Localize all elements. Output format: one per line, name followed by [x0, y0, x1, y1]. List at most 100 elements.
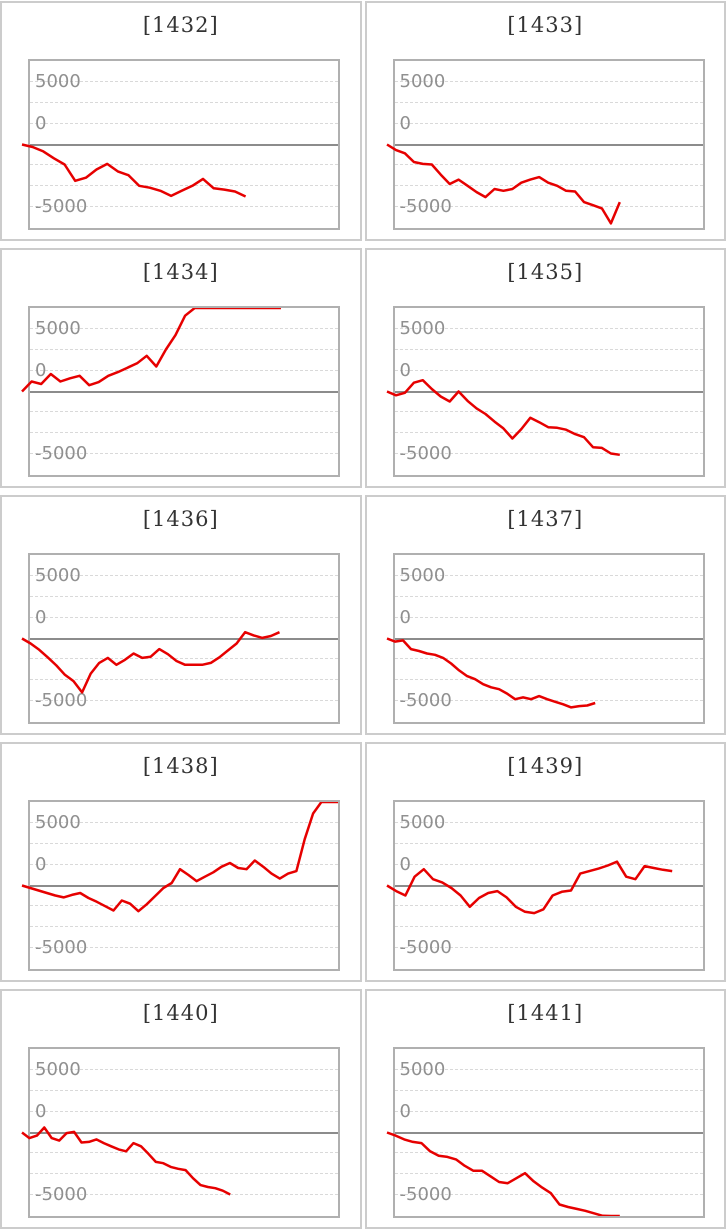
- y-axis-label: 0: [35, 853, 47, 875]
- y-axis-label: 0: [399, 112, 411, 134]
- gridline: [30, 185, 338, 187]
- slump-line: [21, 802, 338, 913]
- gridline: [394, 80, 703, 82]
- chart-panel-1438: [1438] 5000 0 -5000: [0, 742, 362, 982]
- gridline: [394, 453, 703, 455]
- gridline: [394, 658, 703, 660]
- y-axis-label: 0: [399, 606, 411, 628]
- y-axis-label: -5000: [399, 1184, 452, 1206]
- slump-line: [386, 637, 596, 709]
- gridline: [394, 185, 703, 187]
- slump-line: [21, 630, 281, 694]
- zero-axis-line: [30, 143, 338, 146]
- gridline: [394, 348, 703, 350]
- gridline: [394, 821, 703, 823]
- gridline: [30, 905, 338, 907]
- gridline: [30, 348, 338, 350]
- gridline: [30, 947, 338, 949]
- slump-graph: [386, 1131, 620, 1216]
- y-axis-label: 0: [35, 359, 47, 381]
- plot-area: 5000 0 -5000: [386, 306, 705, 477]
- y-axis-label: 0: [399, 853, 411, 875]
- gridline: [394, 1068, 703, 1070]
- gridline: [394, 616, 703, 618]
- y-axis-label: 5000: [35, 1058, 81, 1080]
- gridline: [394, 1089, 703, 1091]
- y-axis-label: -5000: [35, 443, 88, 465]
- gridline: [30, 574, 338, 576]
- y-axis-label: -5000: [35, 1184, 88, 1206]
- plot-area: 5000 0 -5000: [21, 800, 340, 971]
- y-axis-label: -5000: [399, 443, 452, 465]
- zero-axis-line: [394, 1131, 703, 1134]
- gridline: [394, 164, 703, 166]
- gridline: [394, 327, 703, 329]
- gridline: [30, 863, 338, 865]
- zero-axis-line: [394, 884, 703, 887]
- plot-area: 5000 0 -5000: [385, 800, 705, 971]
- chart-title: [1437]: [507, 507, 584, 531]
- gridline: [30, 164, 338, 166]
- gridline: [394, 679, 703, 681]
- chart-title: [1434]: [142, 260, 219, 284]
- gridline: [30, 821, 338, 823]
- zero-axis-line: [30, 884, 338, 887]
- slump-line: [21, 1126, 231, 1196]
- y-axis-label: -5000: [35, 690, 88, 712]
- gridline: [394, 1152, 703, 1154]
- gridline: [30, 453, 338, 455]
- gridline: [30, 658, 338, 660]
- slump-line: [21, 308, 281, 393]
- chart-title: [1432]: [142, 13, 219, 37]
- y-axis-label: -5000: [399, 937, 452, 959]
- slump-graph: [21, 143, 247, 198]
- y-axis-label: 0: [399, 359, 411, 381]
- plot-area: 5000 0 -5000: [21, 59, 340, 230]
- y-axis-label: 5000: [399, 811, 446, 833]
- plot-area: 5000 0 -5000: [21, 1047, 340, 1218]
- y-axis-label: 5000: [35, 317, 81, 339]
- chart-panel-1437: [1437] 5000 0 -5000: [364, 495, 726, 735]
- y-axis-label: 5000: [399, 317, 446, 339]
- y-axis-label: 5000: [35, 811, 81, 833]
- slump-graph: [385, 143, 621, 225]
- gridline: [394, 863, 703, 865]
- gridline: [30, 80, 338, 82]
- gridline: [30, 1068, 338, 1070]
- gridline: [30, 842, 338, 844]
- gridline: [394, 574, 703, 576]
- chart-title: [1436]: [142, 507, 219, 531]
- gridline: [30, 101, 338, 103]
- slump-line: [21, 143, 247, 198]
- gridline: [30, 327, 338, 329]
- gridline: [30, 1152, 338, 1154]
- y-axis-label: 0: [35, 606, 47, 628]
- plot-area: 5000 0 -5000: [386, 553, 705, 724]
- plot-area: 5000 0 -5000: [386, 1047, 705, 1218]
- gridline: [30, 926, 338, 928]
- gridline: [30, 369, 338, 371]
- chart-panel-1441: [1441] 5000 0 -5000: [364, 989, 726, 1229]
- gridline: [394, 595, 703, 597]
- slump-graph: [21, 308, 281, 393]
- gridline: [30, 1194, 338, 1196]
- chart-panel-1439: [1439] 5000 0 -5000: [364, 742, 726, 982]
- y-axis-label: -5000: [35, 937, 88, 959]
- chart-panel-1432: [1432] 5000 0 -5000: [0, 1, 362, 241]
- gridline: [30, 1110, 338, 1112]
- slump-graph: [21, 630, 281, 694]
- gridline: [394, 206, 703, 208]
- chart-title: [1438]: [142, 754, 219, 778]
- y-axis-label: 0: [35, 112, 47, 134]
- slump-graph: [385, 860, 672, 915]
- zero-axis-line: [30, 1131, 338, 1134]
- gridline: [394, 905, 703, 907]
- gridline: [30, 1089, 338, 1091]
- gridline: [30, 616, 338, 618]
- gridline: [30, 1173, 338, 1175]
- chart-panel-1435: [1435] 5000 0 -5000: [364, 248, 726, 488]
- gridline: [394, 411, 703, 413]
- plot-area: 5000 0 -5000: [385, 59, 705, 230]
- gridline: [394, 1194, 703, 1196]
